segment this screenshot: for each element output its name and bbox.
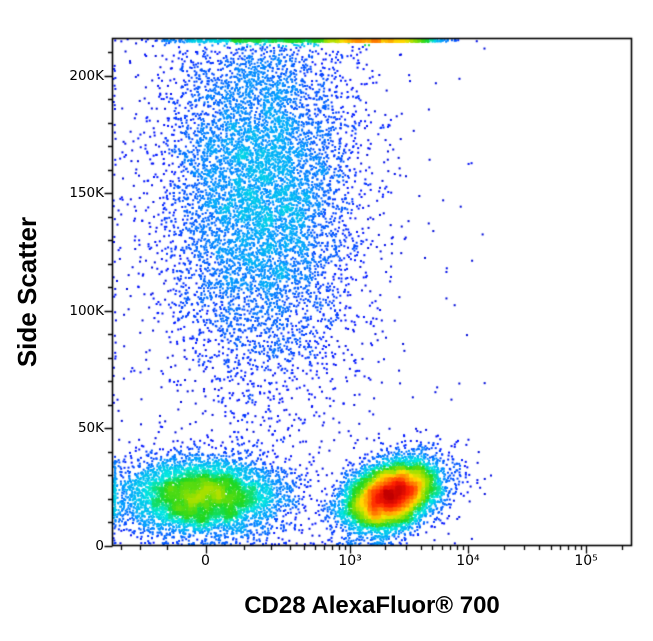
y-tick-label: 100K <box>69 302 104 319</box>
x-tick-label: 0 <box>201 553 210 569</box>
x-tick-label: 10³ <box>338 553 362 569</box>
y-tick-label: 150K <box>69 185 104 201</box>
y-axis-label: Side Scatter <box>12 216 42 368</box>
x-axis-label: CD28 AlexaFluor® 700 <box>244 592 500 619</box>
y-tick-label: 200K <box>69 67 104 84</box>
x-tick-label: 10⁵ <box>574 553 598 569</box>
x-tick-label: 10⁴ <box>456 553 480 569</box>
y-tick-label: 50K <box>77 420 104 436</box>
y-tick-label: 0 <box>95 537 104 554</box>
